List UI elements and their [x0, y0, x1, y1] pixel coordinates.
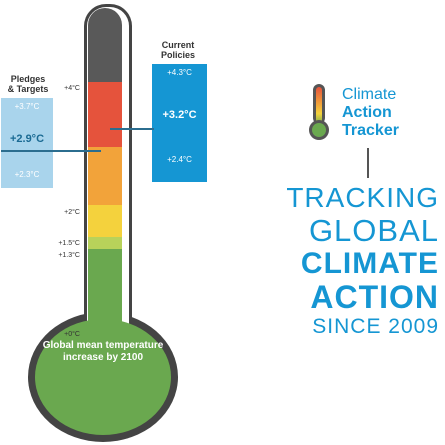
tick-label-4c: +4°C [64, 85, 80, 92]
tick-label-1-5c: +1.5°C [58, 240, 80, 247]
logo-line2: Action [342, 104, 392, 121]
current-policies-range-box: +4.3°C +3.2°C +2.4°C [152, 64, 207, 182]
scale-segment-0-to-1-3c [88, 249, 122, 335]
current-policies-title: Current Policies [148, 40, 208, 60]
tagline-line3: CLIMATE [300, 247, 439, 280]
logo-line1: Climate [342, 86, 397, 103]
pledges-low: +2.3°C [14, 170, 40, 179]
scale-segment-1-3-to-1-5c [88, 237, 122, 249]
logo-line3: Tracker [342, 122, 399, 139]
pledges-indicator-line [1, 150, 101, 152]
scale-segment-1-5-to-2c [88, 205, 122, 237]
current-low: +2.4°C [167, 155, 192, 164]
tick-label-2c: +2°C [64, 209, 80, 216]
current-indicator-line [110, 128, 154, 130]
pledges-title-line2: & Targets [7, 84, 49, 94]
bulb-caption: Global mean temperature increase by 2100 [42, 340, 164, 363]
current-high: +4.3°C [167, 68, 192, 77]
current-title-line1: Current [161, 40, 195, 50]
tagline-line2: GLOBAL [308, 213, 439, 248]
thermometer-bulb [35, 319, 171, 435]
pledges-range-box: +3.7°C +2.9°C +2.3°C [1, 98, 53, 188]
pledges-mid: +2.9°C [9, 133, 45, 145]
tick-label-0c: +0°C [64, 331, 80, 338]
tagline-line5: SINCE 2009 [312, 315, 439, 338]
tagline-line4: ACTION [310, 279, 439, 315]
scale-segment-above-4c [88, 8, 122, 82]
current-mid: +3.2°C [162, 109, 197, 121]
thermometer-logo-icon [306, 82, 332, 142]
logo-wordmark: Climate Action Tracker [342, 86, 399, 140]
current-title-line2: Policies [160, 50, 196, 60]
scale-segment-3-to-4c [88, 82, 122, 147]
pledges-high: +3.7°C [14, 102, 40, 111]
pledges-title: Pledges & Targets [0, 74, 56, 94]
pledges-title-line1: Pledges [10, 74, 46, 84]
scale-segment-2-to-3c [88, 147, 122, 205]
tick-label-1-3c: +1.3°C [58, 252, 80, 259]
logo-divider [367, 148, 369, 178]
tagline-line1: TRACKING [286, 182, 439, 213]
